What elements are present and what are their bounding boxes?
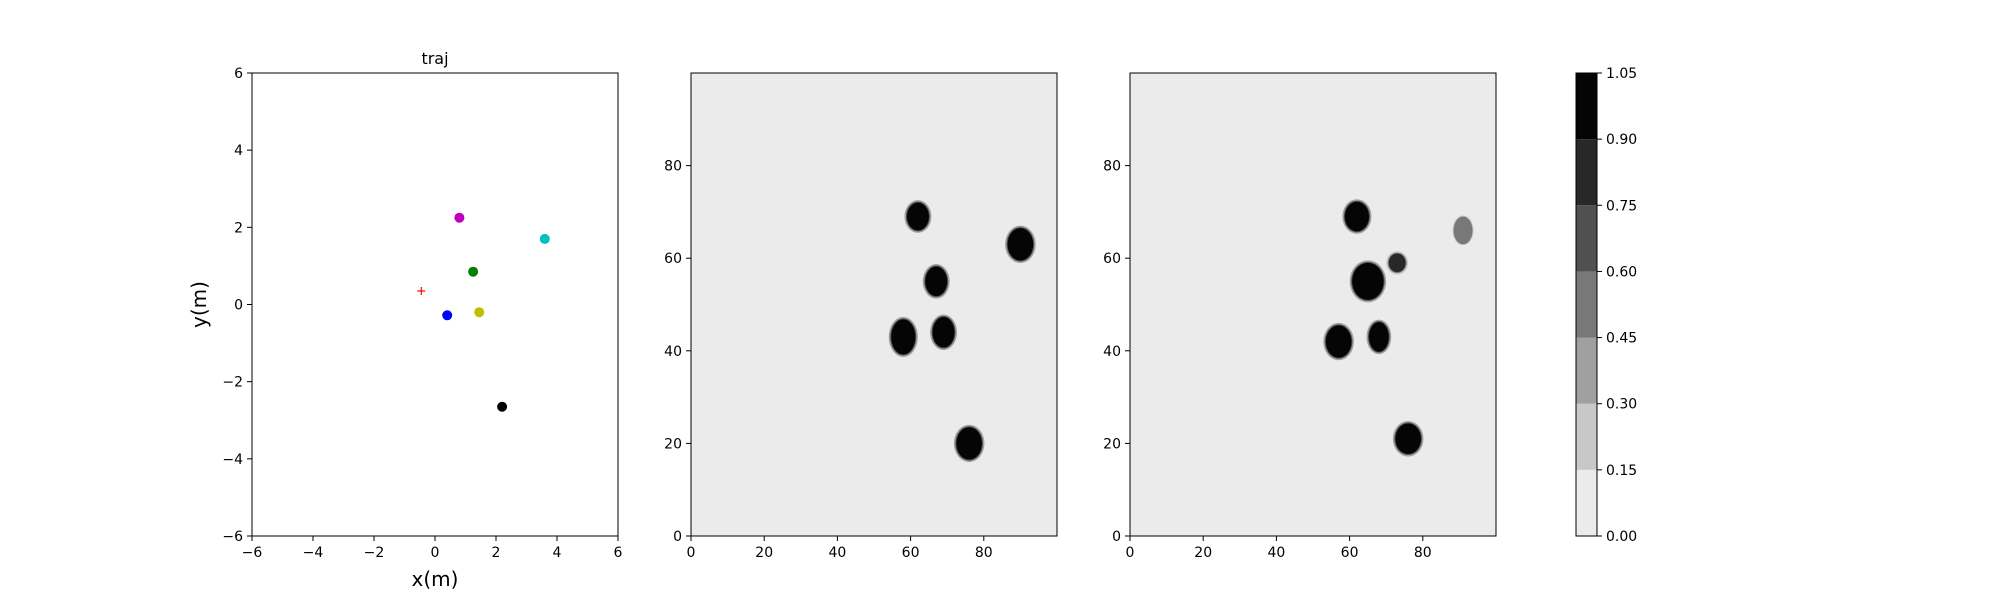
scatter-point [442, 310, 453, 321]
x-tick-label: −6 [242, 545, 263, 561]
occupancy-blob [932, 317, 955, 348]
colorbar-segment [1576, 469, 1597, 536]
y-tick-label: 80 [664, 159, 682, 175]
occupancy-blob [1007, 228, 1034, 261]
heatmap-background [1130, 73, 1496, 536]
occupancy-blob [891, 319, 916, 355]
y-tick-label: 2 [234, 220, 243, 236]
occupancy-blob [1352, 262, 1384, 300]
heatmap-background [691, 73, 1057, 536]
y-axis-label: y(m) [187, 281, 211, 328]
x-tick-label: 20 [755, 545, 773, 561]
scatter-point [497, 401, 508, 412]
plot-area [252, 73, 618, 536]
x-tick-label: −4 [303, 545, 324, 561]
chart-title: traj [421, 49, 448, 68]
occupancy-blob [1453, 216, 1473, 245]
trajectory-panel: −6 −4 −2 0 2 4 6 −6 −4 −2 0 2 4 6 traj x(m) y(m) [187, 49, 623, 591]
heatmap-blobs [888, 200, 1036, 463]
occupancy-blob [1395, 423, 1421, 455]
occupancy-blob [925, 266, 948, 297]
y-tick-label: 40 [1103, 344, 1121, 360]
x-tick-label: 40 [828, 545, 846, 561]
plus-marker [417, 286, 426, 295]
x-tick-label: 0 [1126, 545, 1135, 561]
y-tick-label: −6 [222, 529, 243, 545]
x-tick-label: −2 [364, 545, 385, 561]
occupancy-blob [1325, 325, 1352, 358]
x-axis-label: x(m) [412, 567, 459, 591]
y-tick-label: 6 [234, 66, 243, 82]
x-tick-label: 6 [614, 545, 623, 561]
axes-frame [690, 72, 1058, 537]
y-tick-label: 4 [234, 143, 243, 159]
scatter-point [474, 307, 485, 318]
colorbar-tick-label: 0.15 [1606, 463, 1637, 479]
y-tick-label: 0 [673, 529, 682, 545]
x-tick-label: 2 [492, 545, 501, 561]
x-tick-label: 60 [902, 545, 920, 561]
axes-frame [251, 72, 619, 537]
colorbar-tick-label: 0.45 [1606, 331, 1637, 347]
colorbar-tick-label: 1.05 [1606, 66, 1637, 82]
y-tick-label: 60 [1103, 251, 1121, 267]
y-tick-label: 20 [1103, 436, 1121, 452]
scatter-point [454, 212, 465, 223]
colorbar-segment [1576, 403, 1597, 470]
x-tick-label: 0 [687, 545, 696, 561]
scatter-point [468, 266, 479, 277]
colorbar: 0.00 0.15 0.30 0.45 0.60 0.75 0.90 1.05 [1575, 66, 1637, 545]
colorbar-segment [1576, 271, 1597, 338]
y-tick-label: 40 [664, 344, 682, 360]
colorbar-tick-label: 0.60 [1606, 264, 1637, 280]
x-tick-label: 80 [1414, 545, 1432, 561]
occupancy-blob [1388, 253, 1406, 273]
colorbar-frame [1575, 72, 1598, 537]
y-tick-label: −4 [222, 452, 243, 468]
x-tick-label: 80 [975, 545, 993, 561]
y-tick-label: 80 [1103, 159, 1121, 175]
occupancy-blob [1368, 322, 1389, 352]
y-tick-label: 20 [664, 436, 682, 452]
predicted-map-panel: 0 20 40 60 80 0 20 40 60 80 [1103, 72, 1497, 561]
y-tick-label: 0 [234, 298, 243, 314]
y-tick-label: 60 [664, 251, 682, 267]
colorbar-segment [1576, 205, 1597, 272]
heatmap-blobs [1323, 199, 1476, 457]
occupancy-blob [906, 202, 929, 231]
colorbar-segment [1576, 139, 1597, 206]
colorbar-tick-label: 0.75 [1606, 198, 1637, 214]
colorbar-segment [1576, 73, 1597, 140]
colorbar-segment [1576, 337, 1597, 404]
y-tick-label: −2 [222, 375, 243, 391]
x-tick-label: 60 [1341, 545, 1359, 561]
occupancy-blob [1344, 201, 1369, 232]
x-tick-label: 20 [1194, 545, 1212, 561]
x-tick-label: 0 [431, 545, 440, 561]
colorbar-tick-label: 0.00 [1606, 529, 1637, 545]
axes-frame [1129, 72, 1497, 537]
scatter-point [539, 233, 550, 244]
colorbar-tick-label: 0.30 [1606, 397, 1637, 413]
x-tick-label: 40 [1267, 545, 1285, 561]
colorbar-tick-label: 0.90 [1606, 132, 1637, 148]
x-tick-label: 4 [553, 545, 562, 561]
occupancy-blob [956, 427, 982, 460]
ground-truth-map-panel: 0 20 40 60 80 0 20 40 60 80 [664, 72, 1058, 561]
y-tick-label: 0 [1112, 529, 1121, 545]
